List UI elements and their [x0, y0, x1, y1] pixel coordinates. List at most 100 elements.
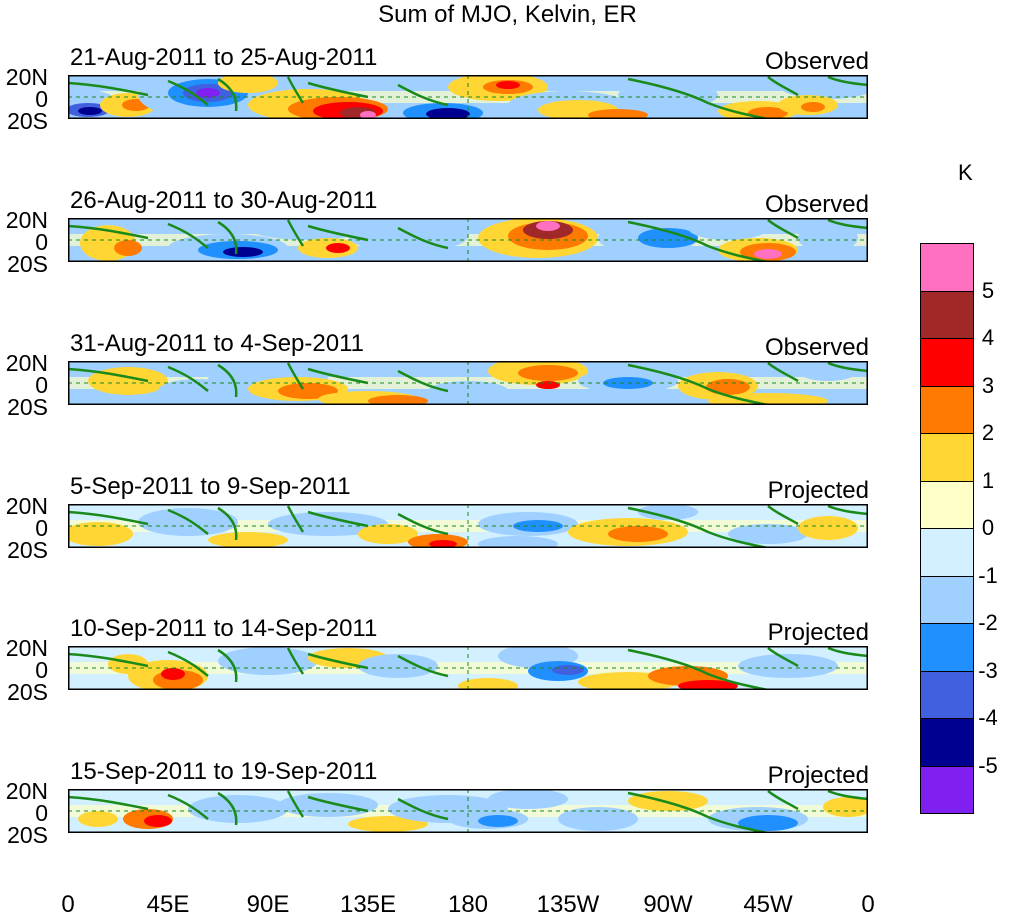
- anomaly-contour: [754, 249, 782, 259]
- map-panel-3: [68, 361, 868, 405]
- anomaly-contour: [638, 504, 698, 520]
- anomaly-contour: [188, 795, 288, 823]
- latitude-tick-label: 0: [35, 800, 48, 826]
- panel-frame: [68, 789, 868, 833]
- colorbar-tick-label: 3: [981, 372, 995, 398]
- anomaly-contour: [161, 668, 185, 680]
- colorbar-tick-label: 2: [981, 420, 995, 445]
- latitude-tick-label: 20N: [5, 493, 48, 519]
- anomaly-contour: [478, 536, 558, 548]
- colorbar-swatch: [920, 575, 974, 624]
- anomaly-contour: [78, 107, 102, 115]
- anomaly-contour: [536, 221, 560, 231]
- colorbar-tick-label: -3: [978, 657, 998, 683]
- longitude-tick-label: 90E: [246, 891, 290, 918]
- anomaly-contour: [518, 365, 578, 381]
- anomaly-contour: [706, 379, 750, 395]
- anomaly-contour: [738, 815, 798, 831]
- anomaly-contour: [326, 243, 350, 253]
- anomaly-contour: [278, 793, 378, 817]
- anomaly-contour: [488, 789, 568, 809]
- colorbar-tick-label: -5: [978, 752, 998, 778]
- panel-type-label: Observed: [764, 48, 869, 75]
- panel-type-label: Observed: [764, 334, 869, 361]
- anomaly-contour: [798, 361, 858, 381]
- panel-type-label: Projected: [767, 477, 869, 504]
- colorbar-swatch: [920, 338, 974, 387]
- longitude-tick-label: 135E: [339, 891, 397, 918]
- anomaly-contour: [278, 383, 338, 399]
- anomaly-field: [68, 75, 868, 119]
- longitude-tick-label: 90W: [643, 891, 693, 918]
- latitude-tick-label: 20S: [7, 394, 48, 420]
- colorbar-tick-label: 5: [981, 277, 995, 303]
- panel-type-label: Observed: [764, 191, 869, 218]
- anomaly-contour: [358, 524, 418, 544]
- anomaly-contour: [429, 540, 457, 548]
- colorbar-swatch: [920, 718, 974, 767]
- latitude-tick-label: 20N: [5, 64, 48, 90]
- colorbar-swatch: [920, 765, 974, 814]
- anomaly-contour: [358, 654, 438, 678]
- anomaly-contour: [78, 811, 118, 827]
- anomaly-contour: [618, 81, 718, 109]
- latitude-tick-label: 20S: [7, 537, 48, 563]
- map-panel-2: [68, 218, 868, 262]
- panel-date-range: 15-Sep-2011 to 19-Sep-2011: [70, 758, 378, 785]
- latitude-tick-label: 0: [35, 86, 48, 112]
- anomaly-contour: [348, 220, 468, 252]
- anomaly-contour: [708, 393, 828, 405]
- anomaly-contour: [801, 102, 825, 112]
- panel-frame: [68, 218, 868, 262]
- anomaly-field: [68, 646, 868, 690]
- latitude-tick-label: 20S: [7, 108, 48, 134]
- colorbar-swatch: [920, 290, 974, 339]
- latitude-tick-label: 20N: [5, 350, 48, 376]
- panel-date-range: 26-Aug-2011 to 30-Aug-2011: [70, 187, 378, 214]
- latitude-tick-label: 20N: [5, 207, 48, 233]
- anomaly-contour: [223, 247, 263, 257]
- anomaly-contour: [138, 508, 238, 536]
- latitude-tick-label: 0: [35, 229, 48, 255]
- anomaly-contour: [798, 224, 858, 252]
- anomaly-contour: [360, 111, 376, 119]
- latitude-tick-label: 0: [35, 515, 48, 541]
- anomaly-contour: [588, 109, 648, 119]
- map-panel-4: [68, 504, 868, 548]
- anomaly-contour: [218, 647, 318, 675]
- longitude-tick-label: 135W: [536, 891, 600, 918]
- panel-frame: [68, 361, 868, 405]
- anomaly-contour: [428, 381, 508, 401]
- anomaly-contour: [348, 816, 428, 832]
- latitude-tick-label: 20N: [5, 635, 48, 661]
- colorbar-tick-label: 1: [981, 467, 995, 493]
- panel-frame: [68, 646, 868, 690]
- colorbar-swatch: [920, 480, 974, 529]
- colorbar-tick-label: -4: [978, 705, 998, 730]
- anomaly-contour: [208, 532, 288, 548]
- panel-date-range: 21-Aug-2011 to 25-Aug-2011: [70, 44, 378, 71]
- longitude-tick-label: 0: [61, 891, 75, 918]
- panel-date-range: 10-Sep-2011 to 14-Sep-2011: [70, 615, 378, 642]
- map-panel-6: [68, 789, 868, 833]
- anomaly-contour: [728, 524, 808, 544]
- anomaly-contour: [738, 654, 838, 678]
- colorbar-swatch: [920, 433, 974, 482]
- anomaly-contour: [552, 665, 584, 675]
- anomaly-contour: [426, 108, 470, 119]
- longitude-tick-label: 0: [861, 891, 875, 918]
- panel-date-range: 31-Aug-2011 to 4-Sep-2011: [70, 330, 364, 357]
- longitude-tick-label: 45E: [146, 891, 190, 918]
- latitude-tick-label: 20N: [5, 778, 48, 804]
- panel-type-label: Projected: [767, 762, 869, 789]
- colorbar-tick-label: 4: [981, 325, 995, 350]
- colorbar-swatch: [920, 385, 974, 434]
- latitude-tick-label: 0: [35, 657, 48, 683]
- colorbar-tick-label: -1: [978, 562, 998, 588]
- anomaly-field: [68, 789, 868, 833]
- anomaly-contour: [558, 807, 638, 831]
- longitude-tick-label: 45W: [743, 891, 793, 918]
- latitude-tick-label: 20S: [7, 679, 48, 705]
- panel-type-label: Projected: [767, 619, 869, 646]
- anomaly-contour: [688, 218, 768, 240]
